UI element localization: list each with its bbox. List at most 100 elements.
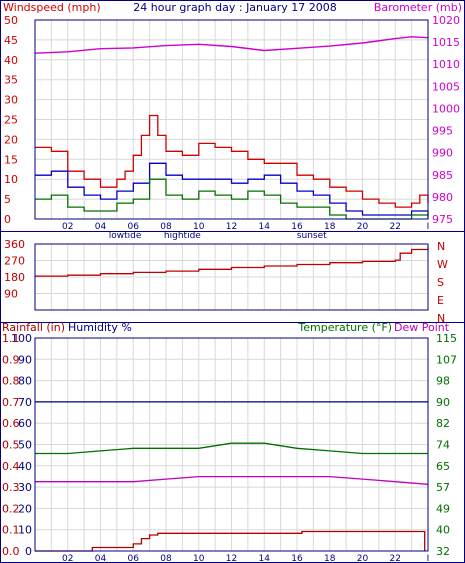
chart-title: 24 hour graph day : January 17 2008 bbox=[133, 1, 337, 14]
direction-y-tick: 270 bbox=[4, 255, 25, 268]
wind-y-tick: 15 bbox=[4, 153, 18, 166]
x-tick-label: 22 bbox=[390, 554, 401, 563]
x-tick-label: 12 bbox=[226, 554, 237, 563]
x-tick-label: 10 bbox=[193, 554, 205, 563]
event-label-sunset: sunset bbox=[297, 231, 327, 241]
compass-label: N bbox=[437, 240, 445, 253]
humidity-y-tick: 80 bbox=[18, 375, 32, 388]
x-tick-label: 22 bbox=[390, 222, 401, 232]
temperature-y-tick: 49 bbox=[436, 502, 450, 515]
series-wind_low bbox=[35, 178, 429, 220]
x-tick-label: 14 bbox=[259, 554, 271, 563]
humidity-y-tick: 0 bbox=[25, 545, 32, 558]
x-end-mark: I bbox=[427, 222, 430, 232]
series-rainfall bbox=[35, 530, 426, 552]
series-dew_point bbox=[35, 475, 429, 485]
windspeed-axis-label: Windspeed (mph) bbox=[3, 1, 101, 14]
barometer-y-tick: 980 bbox=[432, 191, 453, 204]
temperature-y-tick: 57 bbox=[436, 481, 450, 494]
compass-label: S bbox=[437, 276, 444, 289]
wind-panel-frame bbox=[34, 19, 429, 220]
series-wind_direction bbox=[35, 246, 429, 277]
x-end-mark: I bbox=[427, 554, 430, 563]
wind-y-tick: 30 bbox=[4, 94, 18, 107]
x-tick-label: 08 bbox=[160, 222, 172, 232]
wind-y-tick: 35 bbox=[4, 74, 18, 87]
x-tick-label: 10 bbox=[193, 222, 205, 232]
wind-y-tick: 20 bbox=[4, 133, 18, 146]
rainfall-y-tick: 0.7 bbox=[2, 396, 20, 409]
humidity-y-tick: 20 bbox=[18, 502, 32, 515]
humidity-y-tick: 100 bbox=[11, 332, 32, 345]
humidity-y-tick: 10 bbox=[18, 524, 32, 537]
x-tick-label: 20 bbox=[357, 222, 369, 232]
x-tick-label: 16 bbox=[291, 554, 303, 563]
barometer-y-tick: 985 bbox=[432, 169, 453, 182]
direction-y-tick: 360 bbox=[4, 238, 25, 251]
x-tick-label: 04 bbox=[95, 554, 107, 563]
barometer-y-tick: 1010 bbox=[432, 58, 460, 71]
wind-y-tick: 25 bbox=[4, 114, 18, 127]
barometer-axis-label: Barometer (mb) bbox=[374, 1, 462, 14]
wind-y-tick: 40 bbox=[4, 54, 18, 67]
rainfall-y-tick: 0.2 bbox=[2, 502, 20, 515]
series-barometer bbox=[34, 36, 429, 54]
rainfall-y-tick: 0.4 bbox=[2, 460, 20, 473]
x-tick-label: 06 bbox=[128, 222, 140, 232]
rainfall-axis-label: Rainfall (in) bbox=[2, 321, 65, 334]
barometer-y-tick: 1000 bbox=[432, 102, 460, 115]
climate-panel-frame bbox=[34, 337, 429, 552]
rainfall-y-tick: 1.2 bbox=[2, 0, 20, 3]
humidity-y-tick: 90 bbox=[18, 353, 32, 366]
humidity-y-tick: 40 bbox=[18, 460, 32, 473]
compass-label: N bbox=[437, 312, 445, 325]
wind-y-tick: 50 bbox=[4, 14, 18, 27]
series-layer bbox=[34, 36, 429, 552]
direction-y-tick: 90 bbox=[4, 288, 18, 301]
rainfall-y-tick: 0.3 bbox=[2, 481, 20, 494]
frame-layer bbox=[34, 19, 429, 552]
temperature-y-tick: 107 bbox=[436, 353, 457, 366]
x-tick-label: 12 bbox=[226, 222, 237, 232]
temperature-axis-label: Temperature (°F) bbox=[297, 321, 392, 334]
humidity-y-tick: 30 bbox=[18, 481, 32, 494]
x-tick-label: 08 bbox=[160, 554, 172, 563]
rainfall-y-tick: 0.0 bbox=[2, 545, 20, 558]
series-wind_average bbox=[35, 162, 429, 216]
humidity-axis-label: Humidity % bbox=[68, 321, 132, 334]
barometer-y-tick: 1015 bbox=[432, 36, 460, 49]
temperature-y-tick: 82 bbox=[436, 417, 450, 430]
temperature-y-tick: 40 bbox=[436, 524, 450, 537]
event-label-lowtide: lowtide bbox=[109, 231, 142, 241]
wind-y-tick: 45 bbox=[4, 34, 18, 47]
direction-y-tick: 180 bbox=[4, 271, 25, 284]
rainfall-y-tick: 1.1 bbox=[2, 332, 20, 345]
wind-y-tick: 0 bbox=[4, 213, 11, 226]
x-tick-label: 16 bbox=[291, 222, 303, 232]
direction-panel-frame bbox=[34, 243, 429, 311]
temperature-y-tick: 65 bbox=[436, 460, 450, 473]
series-temperature bbox=[35, 442, 428, 455]
wind-y-tick: 10 bbox=[4, 173, 18, 186]
barometer-y-tick: 990 bbox=[432, 147, 453, 160]
temperature-y-tick: 74 bbox=[436, 439, 450, 452]
barometer-y-tick: 1020 bbox=[432, 14, 460, 27]
dewpoint-axis-label: Dew Point bbox=[394, 321, 450, 334]
rainfall-y-tick: 0.8 bbox=[2, 375, 20, 388]
grid-layer bbox=[35, 20, 428, 551]
temperature-y-tick: 32 bbox=[436, 545, 450, 558]
rainfall-y-tick: 0.6 bbox=[2, 417, 20, 430]
x-tick-label: 18 bbox=[324, 554, 336, 563]
x-tick-label: 02 bbox=[62, 554, 73, 563]
barometer-y-tick: 995 bbox=[432, 125, 453, 138]
compass-label: W bbox=[437, 258, 448, 271]
temperature-y-tick: 98 bbox=[436, 375, 450, 388]
barometer-y-tick: 975 bbox=[432, 213, 453, 226]
wind-y-tick: 5 bbox=[4, 193, 11, 206]
rainfall-y-tick: 0.1 bbox=[2, 524, 20, 537]
barometer-y-tick: 1005 bbox=[432, 80, 460, 93]
x-tick-label: 20 bbox=[357, 554, 369, 563]
